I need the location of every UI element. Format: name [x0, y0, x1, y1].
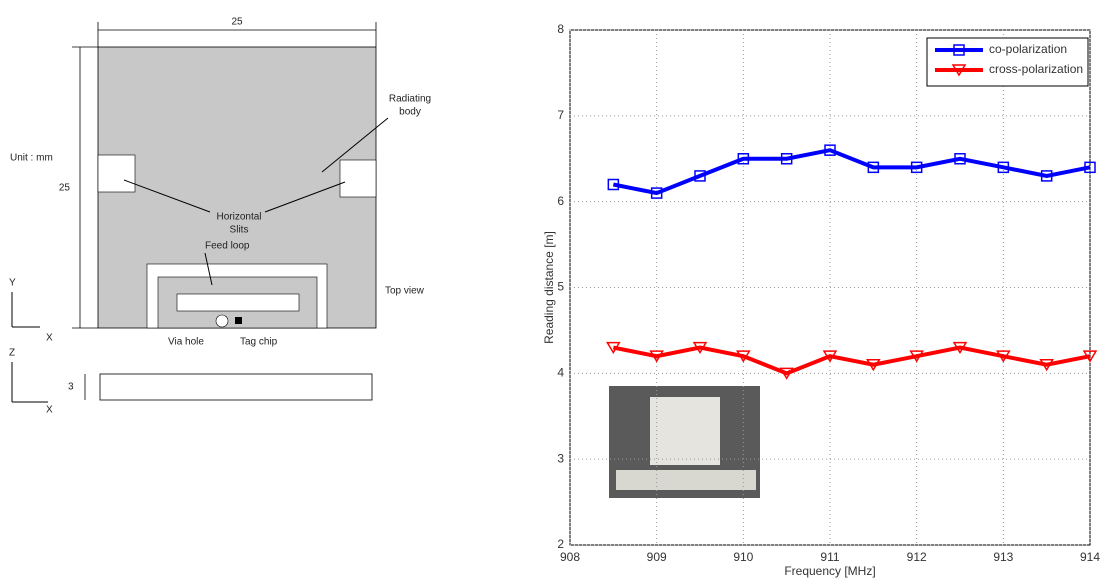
photo-tag	[650, 397, 720, 465]
marker	[780, 153, 793, 165]
y-tick-label: 5	[557, 280, 564, 294]
marker	[997, 161, 1010, 174]
label: Slits	[230, 225, 249, 236]
marker	[736, 350, 751, 363]
legend-marker	[951, 64, 967, 77]
marker	[737, 153, 750, 165]
legend-marker	[953, 44, 965, 56]
marker	[1082, 350, 1098, 363]
label: Horizontal	[216, 212, 261, 223]
y-tick-label: 7	[557, 108, 564, 122]
marker	[650, 187, 663, 199]
arrow	[204, 252, 213, 286]
via-hole	[215, 314, 229, 328]
marker	[867, 161, 880, 174]
y-tick-label: 2	[557, 537, 564, 551]
photo-ruler	[616, 470, 756, 490]
marker	[606, 341, 621, 355]
feed-slot	[176, 293, 300, 312]
label: Feed loop	[205, 241, 250, 252]
axis-label: Y	[9, 278, 16, 289]
x-tick-label: 911	[820, 550, 839, 564]
y-axis-label: Reading distance [m]	[542, 231, 556, 344]
series-line	[612, 148, 1091, 196]
marker	[952, 341, 968, 355]
marker	[694, 170, 706, 182]
label: Top view	[385, 286, 425, 297]
chart: 908 909 910 911 912 913 914 2 3 4 5 6 7 8 Frequency [M…	[542, 22, 1100, 578]
axis-label: X	[46, 405, 53, 416]
dimension-label: 25	[231, 17, 243, 28]
photo-inset	[609, 386, 760, 498]
arrow	[264, 181, 346, 213]
y-tick-label: 6	[557, 194, 564, 208]
unit-label: Unit : mm	[10, 153, 53, 164]
label: Via hole	[168, 337, 204, 348]
marker	[824, 144, 836, 156]
marker	[822, 350, 838, 363]
legend-label: co-polarization	[989, 42, 1067, 56]
x-axis-label: Frequency [MHz]	[784, 564, 875, 578]
x-tick-label: 909	[647, 550, 667, 564]
x-tick-label: 908	[560, 550, 580, 564]
marker	[649, 350, 664, 363]
marker	[909, 350, 924, 363]
axis-label: X	[46, 333, 53, 344]
legend-label: cross-polarization	[989, 62, 1083, 76]
x-tick-label: 914	[1080, 550, 1100, 564]
label: body	[399, 107, 421, 118]
marker	[910, 161, 923, 174]
slit	[97, 154, 136, 193]
arrow	[321, 117, 389, 173]
marker	[866, 359, 881, 372]
marker	[954, 153, 966, 165]
marker	[1039, 359, 1054, 372]
marker	[779, 367, 794, 380]
series-line	[612, 345, 1091, 376]
label: Tag chip	[240, 337, 278, 348]
dimension-label: 3	[68, 382, 74, 393]
arrow	[123, 179, 211, 213]
marker	[1040, 170, 1053, 182]
marker	[996, 350, 1011, 363]
marker	[607, 178, 620, 191]
x-tick-label: 913	[993, 550, 1013, 564]
y-tick-label: 8	[557, 22, 564, 36]
marker	[692, 341, 708, 355]
x-tick-label: 910	[733, 550, 753, 564]
x-tick-label: 912	[907, 550, 927, 564]
dimension-label: 25	[59, 183, 71, 194]
antenna-diagram: 25 25 Unit : mm Radiating body Horizonta…	[9, 17, 431, 416]
axis-label: Z	[9, 348, 15, 359]
y-tick-label: 3	[557, 451, 564, 465]
side-view	[99, 373, 373, 401]
slit	[339, 159, 377, 198]
label: Radiating	[389, 94, 431, 105]
y-tick-label: 4	[557, 366, 564, 380]
tag-chip	[235, 317, 242, 324]
marker	[1084, 161, 1096, 174]
